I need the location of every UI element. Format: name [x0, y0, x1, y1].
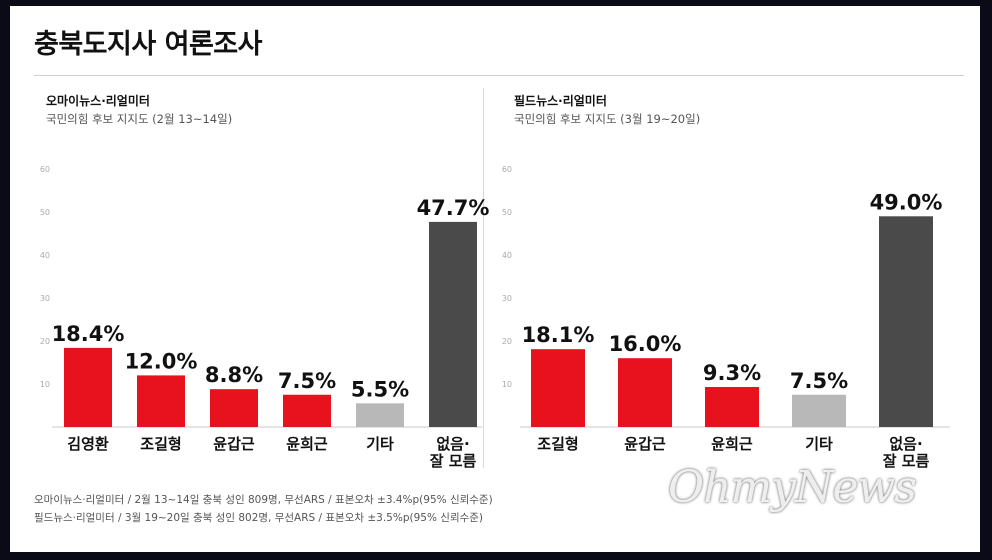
title-divider — [34, 75, 964, 76]
y-tick-label: 50 — [40, 208, 50, 217]
left-panel-title: 오마이뉴스·리얼미터 — [46, 94, 150, 108]
bar — [705, 387, 759, 427]
right-panel-title: 필드뉴스·리얼미터 — [514, 94, 607, 108]
y-tick-label: 20 — [40, 337, 50, 346]
bar — [283, 394, 331, 427]
bar — [879, 216, 933, 427]
y-tick-label: 30 — [502, 294, 512, 303]
data-label: 49.0% — [870, 190, 943, 214]
y-tick-label: 10 — [40, 380, 50, 389]
slide-frame — [10, 6, 980, 552]
data-label: 7.5% — [278, 369, 336, 393]
data-label: 9.3% — [703, 361, 761, 385]
bar — [64, 347, 112, 427]
y-tick-label: 40 — [502, 251, 512, 260]
data-label: 12.0% — [125, 349, 198, 373]
data-label: 18.1% — [522, 323, 595, 347]
category-label: 윤갑근 — [213, 435, 255, 453]
y-tick-label: 60 — [502, 165, 512, 174]
y-tick-label: 40 — [40, 251, 50, 260]
category-label: 없음· 잘 모름 — [883, 435, 930, 470]
footer-note-2: 필드뉴스·리얼미터 / 3월 19~20일 충북 성인 802명, 무선ARS … — [34, 512, 484, 524]
ohmynews-watermark: OhmyNews — [668, 462, 917, 513]
panel-divider — [483, 88, 484, 468]
y-tick-label: 30 — [40, 294, 50, 303]
data-label: 16.0% — [609, 332, 682, 356]
bar — [531, 349, 585, 427]
right-panel-subtitle: 국민의힘 후보 지지도 (3월 19~20일) — [514, 112, 701, 126]
data-label: 18.4% — [52, 322, 125, 346]
data-label: 8.8% — [205, 363, 263, 387]
data-label: 7.5% — [790, 369, 848, 393]
category-label: 기타 — [805, 435, 833, 453]
y-tick-label: 50 — [502, 208, 512, 217]
y-tick-label: 60 — [40, 165, 50, 174]
left-panel-subtitle: 국민의힘 후보 지지도 (2월 13~14일) — [46, 112, 233, 126]
category-label: 기타 — [366, 435, 394, 453]
y-tick-label: 20 — [502, 337, 512, 346]
footer-note-1: 오마이뉴스·리얼미터 / 2월 13~14일 충북 성인 809명, 무선ARS… — [34, 494, 493, 506]
bar — [792, 394, 846, 427]
category-label: 조길형 — [140, 435, 181, 453]
bar — [137, 375, 185, 427]
data-label: 5.5% — [351, 377, 409, 401]
bar — [618, 358, 672, 427]
category-label: 윤갑근 — [624, 435, 666, 453]
category-label: 조길형 — [537, 435, 578, 453]
bar — [356, 403, 404, 427]
data-label: 47.7% — [417, 196, 490, 220]
page-title: 충북도지사 여론조사 — [34, 29, 262, 60]
y-tick-label: 10 — [502, 380, 512, 389]
category-label: 윤희근 — [286, 435, 328, 453]
category-label: 김영환 — [67, 435, 109, 453]
category-label: 윤희근 — [711, 435, 753, 453]
bar — [210, 389, 258, 427]
bar — [429, 221, 477, 427]
category-label: 없음· 잘 모름 — [430, 435, 477, 470]
